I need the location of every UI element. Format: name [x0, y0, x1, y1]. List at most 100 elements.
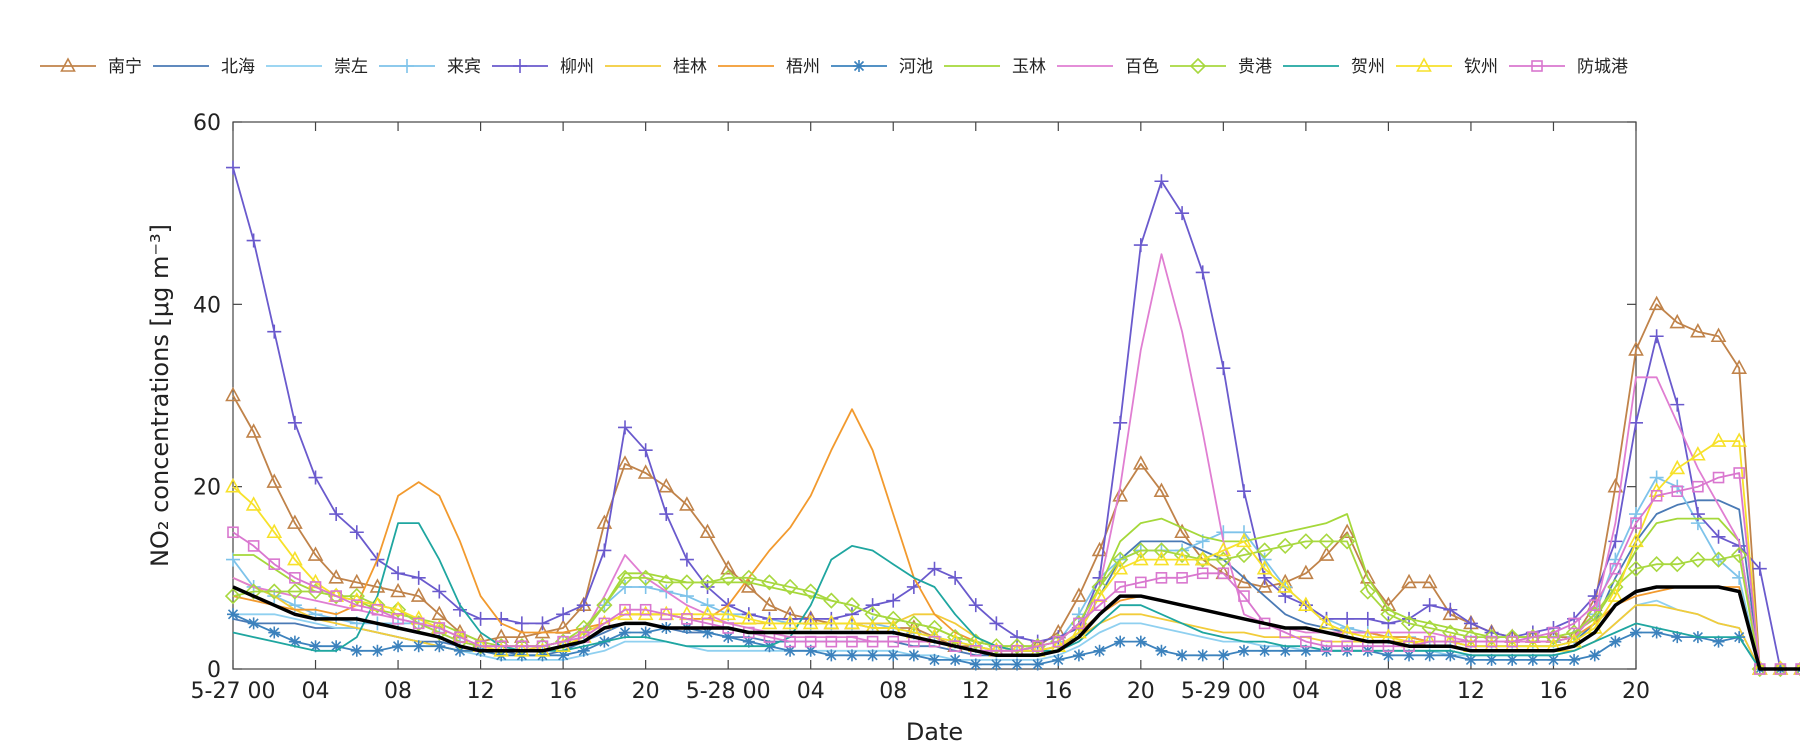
- data-point: [660, 608, 673, 621]
- series-line: [232, 585, 1800, 671]
- data-point: [1731, 359, 1748, 374]
- data-point: [887, 635, 900, 648]
- data-point: [1217, 567, 1230, 580]
- data-point: [535, 616, 550, 631]
- legend-item: 贵港: [1170, 57, 1272, 77]
- data-point: [989, 616, 1004, 631]
- legend-item: 崇左: [266, 57, 368, 77]
- data-point: [225, 477, 241, 493]
- legend-label: 来宾: [447, 57, 481, 77]
- series-line: [232, 253, 1800, 670]
- data-point: [596, 597, 613, 614]
- data-point: [391, 566, 406, 581]
- data-point: [1609, 635, 1622, 648]
- x-tick-label: 5-27 00: [191, 679, 276, 704]
- data-point: [1153, 550, 1170, 566]
- data-point: [1008, 638, 1026, 655]
- data-point: [266, 523, 283, 539]
- data-point: [1690, 323, 1706, 338]
- data-point: [1692, 480, 1704, 493]
- series-9: [232, 253, 1800, 670]
- data-point: [1339, 523, 1355, 539]
- data-point: [679, 496, 695, 511]
- legend-marker: [1416, 57, 1432, 72]
- data-point: [1650, 489, 1663, 502]
- y-tick-label: 0: [207, 658, 221, 683]
- data-point: [1629, 415, 1643, 430]
- series-14: [232, 585, 1800, 671]
- data-point: [1298, 596, 1314, 611]
- legend-marker: [1531, 60, 1543, 72]
- data-point: [905, 615, 922, 632]
- data-point: [740, 569, 757, 586]
- data-point: [1359, 569, 1376, 584]
- x-tick-label: 20: [632, 679, 660, 704]
- data-point: [1256, 560, 1273, 575]
- data-point: [617, 605, 633, 621]
- data-point: [1444, 649, 1457, 662]
- data-point: [701, 626, 714, 639]
- data-point: [266, 473, 283, 488]
- data-point: [1132, 455, 1149, 470]
- data-point: [804, 644, 817, 657]
- x-tick-label: 16: [549, 679, 577, 704]
- data-point: [1031, 658, 1044, 671]
- data-point: [1630, 517, 1642, 529]
- data-point: [348, 587, 365, 605]
- legend-label: 贵港: [1238, 57, 1272, 77]
- x-tick-label: 04: [302, 679, 330, 704]
- data-point: [1712, 635, 1725, 648]
- data-point: [637, 464, 654, 479]
- data-point: [268, 626, 281, 639]
- data-point: [1565, 624, 1583, 641]
- data-point: [968, 598, 983, 613]
- data-point: [1506, 653, 1519, 666]
- data-point: [825, 635, 838, 648]
- data-point: [1752, 561, 1767, 576]
- data-point: [761, 574, 778, 591]
- data-point: [949, 653, 962, 666]
- data-point: [226, 160, 240, 175]
- data-point: [1442, 624, 1459, 641]
- data-point: [845, 649, 858, 662]
- x-tick-label: 20: [1127, 679, 1155, 704]
- data-point: [1052, 653, 1065, 666]
- data-point: [1710, 551, 1727, 568]
- legend-marker: [60, 57, 76, 72]
- data-point: [1341, 640, 1353, 653]
- data-point: [246, 233, 261, 248]
- data-point: [349, 525, 364, 540]
- data-point: [639, 626, 652, 639]
- data-point: [1114, 635, 1127, 648]
- data-point: [329, 507, 344, 522]
- data-point: [1648, 556, 1665, 573]
- data-point: [782, 614, 798, 630]
- data-point: [617, 455, 633, 470]
- x-tick-label: 04: [1292, 679, 1320, 704]
- data-point: [1547, 653, 1560, 666]
- data-point: [1339, 533, 1356, 550]
- data-point: [227, 526, 239, 539]
- data-point: [720, 560, 737, 575]
- y-tick-label: 20: [193, 476, 221, 501]
- data-point: [1153, 482, 1170, 498]
- data-point: [576, 598, 591, 613]
- data-point: [885, 610, 902, 627]
- data-point: [289, 572, 301, 584]
- data-point: [722, 631, 735, 644]
- data-point: [245, 583, 262, 600]
- data-point: [1318, 533, 1335, 550]
- series-layer: [224, 160, 1800, 678]
- data-point: [1669, 313, 1686, 329]
- data-point: [287, 415, 302, 430]
- data-point: [1073, 617, 1085, 630]
- data-point: [309, 640, 322, 653]
- data-point: [1627, 560, 1645, 577]
- data-point: [1176, 572, 1188, 584]
- data-point: [823, 614, 840, 630]
- data-point: [575, 619, 592, 637]
- legend-marker: [400, 59, 414, 73]
- data-point: [433, 640, 446, 653]
- x-tick-label: 5-28 00: [686, 679, 771, 704]
- y-axis: 0 20 40 60: [193, 111, 1636, 683]
